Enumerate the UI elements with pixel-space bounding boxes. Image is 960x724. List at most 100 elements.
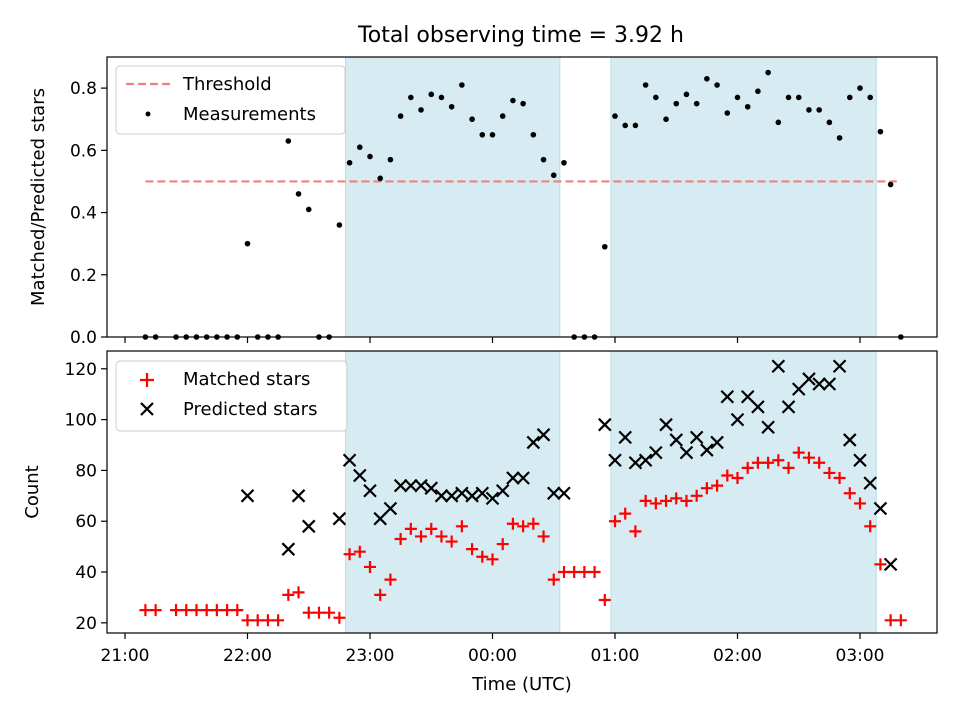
measurement-point [305,206,312,213]
predicted-star-point [730,412,745,427]
predicted-star-point [761,420,775,434]
matched-star-point [751,456,764,469]
measurement-point [397,113,404,119]
matched-star-point [476,550,489,563]
measurement-point [601,243,608,250]
matched-star-point [251,614,264,627]
predicted-star-point [700,443,714,457]
matched-star-point [598,593,611,606]
predicted-star-point [240,489,255,503]
predicted-star-point [424,481,439,495]
matched-star-point [813,456,826,469]
measurement-point [857,85,863,91]
predicted-star-point [363,483,377,498]
matched-star-point [333,611,346,624]
predicted-star-point [281,542,296,556]
measurement-point [479,131,486,138]
predicted-star-point [628,456,643,470]
matched-star-point [731,472,744,485]
measurement-point [408,94,414,101]
matched-star-point [843,487,856,500]
measurement-point [612,113,618,119]
measurement-point [418,107,424,113]
measurement-point [867,94,874,101]
matched-star-point [394,533,407,545]
count-shaded-intervals [345,350,877,634]
measurement-point [673,100,680,107]
measurement-point [510,97,516,104]
threshold-legend-label: Threshold [182,74,272,95]
matched-star-point [762,456,775,469]
matched-star-point [894,614,907,627]
y-tick-label: 120 [65,360,97,380]
predicted-star-point [781,400,796,414]
matched-star-point [200,604,213,617]
measurement-point [530,131,537,138]
y-tick-label: 80 [75,461,97,481]
measurement-point [693,100,700,107]
predicted-star-point [822,377,837,391]
predicted-star-point [853,453,867,468]
predicted-star-point [771,359,786,374]
shaded-interval [610,56,877,338]
predicted-star-point [710,435,724,450]
measurement-point [377,175,384,182]
ratio-y-axis: 0.0 0.2 0.4 0.6 0.8 [70,79,107,348]
predicted-star-point [485,491,500,506]
measurement-point [642,82,649,88]
matched-star-point [261,614,274,627]
ratio-y-axis-label: Matched/Predicted stars [28,88,49,306]
x-tick-label: 21:00 [101,646,150,666]
y-tick-label: 20 [75,614,97,634]
predicted-star-point [506,471,520,485]
predicted-star-point [383,501,398,516]
predicted-legend-label: Predicted stars [183,399,317,420]
matched-star-point [180,604,193,617]
x-tick-label: 02:00 [713,646,762,666]
y-tick-label: 0.6 [70,141,97,161]
predicted-star-point [516,471,530,485]
matched-star-point [302,606,315,619]
predicted-star-point [608,453,622,468]
ratio-panel-frame [106,56,938,338]
matched-star-point [527,517,540,530]
measurement-point [785,94,792,101]
predicted-star-point [751,400,765,414]
count-y-axis: 20 40 60 80 100 120 [65,360,107,634]
predicted-star-point [291,489,306,503]
matched-star-point [802,451,815,464]
matched-legend-swatch [140,373,154,387]
matched-star-point [741,461,754,474]
matched-star-point [506,517,519,530]
measurement-point [367,153,373,160]
measurement-point [734,94,741,101]
measurement-point [489,131,496,138]
time-x-axis-label: Time (UTC) [471,674,572,695]
predicted-star-point [465,489,479,503]
predicted-star-point [669,433,684,447]
predicted-star-point [812,377,826,391]
y-tick-label: 0.0 [70,328,97,348]
predicted-star-point [873,501,888,516]
matched-star-point [649,497,662,510]
measurement-point [775,119,782,126]
matched-star-point [874,558,887,571]
matched-star-point [854,497,866,510]
matched-star-point [190,604,203,617]
measurement-point [540,156,547,163]
measurement-point [826,119,833,126]
matched-star-point [425,522,438,535]
predicted-star-point [883,557,898,572]
measurement-point [877,128,884,135]
predicted-star-point [536,428,551,442]
predicted-star-point [802,372,816,386]
matched-star-point [496,538,509,551]
matched-star-point [445,535,458,548]
matched-star-point [323,606,336,619]
y-tick-label: 0.4 [70,204,97,224]
measurement-point [561,159,567,166]
matched-star-point [629,525,642,538]
predicted-star-point [679,445,694,460]
matched-star-point [619,507,632,520]
matched-star-point [312,606,325,619]
